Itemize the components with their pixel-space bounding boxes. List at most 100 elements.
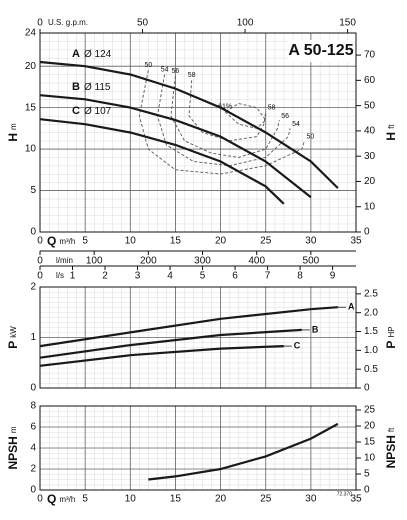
- y2-tick-label: 15: [364, 437, 376, 448]
- extra-axis-tick-label: 150: [339, 18, 356, 29]
- y2-tick-label: 2.5: [364, 288, 378, 299]
- efficiency-label: 58: [188, 72, 196, 79]
- y-tick-label: 0: [30, 383, 36, 394]
- x-tick-label: 0: [37, 236, 43, 247]
- efficiency-label: 50: [144, 62, 152, 69]
- y2-tick-label: 0.5: [364, 364, 378, 375]
- x-tick-label: 20: [215, 494, 227, 505]
- plot-frame: [39, 286, 357, 389]
- x-tick-label: 30: [305, 236, 317, 247]
- extra-axis-tick-label: 4: [167, 271, 173, 282]
- extra-axis-tick-label: 300: [194, 256, 211, 267]
- performance-curve: [39, 345, 284, 367]
- efficiency-label: 54: [292, 121, 300, 128]
- extra-axis-tick-label: 400: [248, 256, 265, 267]
- y-tick-label: 4: [30, 443, 36, 454]
- performance-curve: [39, 94, 312, 199]
- curve-letter: C: [72, 105, 80, 117]
- curve-diameter: Ø 107: [84, 106, 112, 117]
- y-tick-label: 24: [25, 28, 37, 39]
- curve-label: A Ø 124: [72, 48, 112, 60]
- title-box: [288, 40, 354, 62]
- x-tick-label: 10: [125, 494, 137, 505]
- extra-axis-tick-label: 5: [200, 271, 206, 282]
- performance-curve: [39, 328, 302, 359]
- extra-axis-tick-label: 0: [37, 18, 43, 29]
- curve-label: C: [294, 340, 301, 350]
- y-axis-unit: m: [9, 426, 18, 433]
- x-axis-unit: m³/h: [59, 237, 75, 246]
- x-tick-label: 15: [170, 494, 182, 505]
- extra-axis-tick-label: 7: [265, 271, 271, 282]
- y2-axis-name: NPSH: [384, 435, 398, 468]
- extra-axis-tick-label: 0: [37, 271, 43, 282]
- y2-tick-label: 40: [364, 126, 376, 137]
- efficiency-label: 56: [172, 68, 180, 75]
- x-tick-label: 10: [125, 236, 137, 247]
- x-tick-label: 0: [37, 494, 43, 505]
- plot-frame: [39, 32, 357, 233]
- y-axis-title: Hm: [6, 123, 20, 142]
- y2-tick-label: 2.0: [364, 307, 378, 318]
- extra-axis-title: l/s: [56, 271, 64, 280]
- y2-tick-label: 0: [364, 383, 370, 394]
- performance-curve: [39, 118, 285, 205]
- y2-axis-unit: ft: [387, 427, 396, 432]
- x-tick-label: 25: [260, 494, 272, 505]
- y2-axis-name: H: [384, 132, 398, 141]
- y-axis-unit: kW: [9, 326, 18, 338]
- y2-tick-label: 1.5: [364, 326, 378, 337]
- y2-tick-label: 20: [364, 176, 376, 187]
- y2-tick-label: 50: [364, 100, 376, 111]
- y2-tick-label: 10: [364, 453, 376, 464]
- extra-axis-tick-label: 9: [330, 271, 336, 282]
- extra-axis-tick-label: 1: [70, 271, 76, 282]
- y2-tick-label: 30: [364, 151, 376, 162]
- curve-diameter: Ø 115: [84, 82, 111, 93]
- y2-axis-title: Hft: [384, 124, 398, 141]
- y2-tick-label: 60: [364, 75, 376, 86]
- x-tick-label: 5: [82, 236, 88, 247]
- extra-axis-tick-label: 100: [237, 18, 254, 29]
- y2-tick-label: 1.0: [364, 345, 378, 356]
- y-tick-label: 2: [30, 282, 36, 293]
- extra-axis-title: U.S. g.p.m.: [48, 18, 88, 27]
- y-axis-name: NPSH: [6, 436, 20, 469]
- efficiency-label: 54: [161, 66, 169, 73]
- x-tick-label: 20: [215, 236, 227, 247]
- y2-tick-label: 5: [364, 469, 370, 480]
- y-tick-label: 6: [30, 422, 36, 433]
- y-tick-label: 0: [30, 485, 36, 496]
- x-axis-name: Q: [47, 492, 56, 506]
- performance-curve: [39, 306, 338, 348]
- extra-axis-tick-label: 0: [37, 256, 43, 267]
- extra-axis-tick-label: 3: [135, 271, 141, 282]
- extra-axis-tick-label: 8: [297, 271, 303, 282]
- y2-tick-label: 70: [364, 50, 376, 61]
- x-tick-label: 25: [260, 236, 272, 247]
- y-tick-label: 5: [30, 185, 36, 196]
- efficiency-label: 61%: [218, 104, 232, 111]
- curve-label: C Ø 107: [72, 105, 112, 117]
- y-tick-label: 10: [25, 144, 37, 155]
- y2-axis-unit: ft: [387, 124, 396, 129]
- x-axis-name: Q: [47, 234, 56, 248]
- curve-label: A: [348, 302, 355, 312]
- y2-tick-label: 0: [364, 227, 370, 238]
- y-axis-title: PkW: [6, 326, 20, 349]
- y-tick-label: 1: [30, 332, 36, 343]
- efficiency-label: 50: [307, 134, 315, 141]
- efficiency-label: 56: [281, 113, 289, 120]
- x-tick-label: 35: [350, 494, 362, 505]
- y-tick-label: 2: [30, 464, 36, 475]
- extra-axis-title: l/min: [56, 256, 73, 265]
- efficiency-curve: [138, 70, 305, 175]
- x-tick-label: 30: [305, 494, 317, 505]
- x-tick-label: 5: [82, 494, 88, 505]
- extra-axis-tick-label: 100: [86, 256, 103, 267]
- extra-axis-tick-label: 50: [137, 18, 149, 29]
- y2-tick-label: 20: [364, 421, 376, 432]
